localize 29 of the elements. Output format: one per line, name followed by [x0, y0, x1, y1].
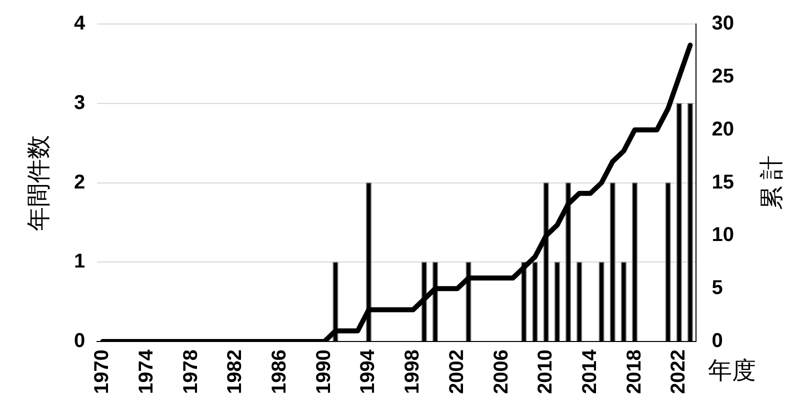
x-tick-label: 1982: [224, 350, 246, 394]
y2-tick-label: 15: [712, 171, 734, 194]
x-tick-label: 2014: [578, 348, 601, 394]
y-tick-label: 2: [74, 171, 86, 194]
y2-tick-label: 30: [712, 12, 734, 35]
y-tick-label: 4: [74, 12, 86, 35]
x-tick-label: 2022: [668, 350, 690, 394]
x-tick-label: 2006: [490, 350, 512, 394]
x-axis-title: 年度: [708, 358, 756, 385]
y2-tick-label: 25: [712, 65, 734, 88]
x-tick-label: 2002: [446, 350, 468, 394]
x-tick-label: 1998: [402, 350, 424, 394]
x-tick-label: 1978: [180, 350, 202, 394]
x-tick-label: 1994: [357, 348, 380, 394]
y2-tick-label: 20: [712, 118, 734, 140]
y2-tick-label: 5: [712, 277, 723, 300]
y2-tick-label: 0: [712, 330, 723, 352]
y-tick-label: 1: [74, 250, 86, 273]
x-tick-label: 1986: [268, 350, 291, 394]
x-tick-label: 1990: [312, 350, 335, 394]
x-tick-label: 2018: [623, 350, 646, 394]
y-tick-label: 3: [74, 92, 86, 114]
y2-tick-label: 10: [712, 224, 734, 246]
y2-axis-title: 累 計: [758, 155, 786, 210]
y-axis-title: 年間件数: [26, 134, 53, 231]
x-tick-label: 1974: [136, 348, 158, 394]
x-tick-label: 1970: [91, 350, 114, 394]
y-tick-label: 0: [74, 330, 86, 352]
x-tick-label: 2010: [534, 350, 557, 394]
